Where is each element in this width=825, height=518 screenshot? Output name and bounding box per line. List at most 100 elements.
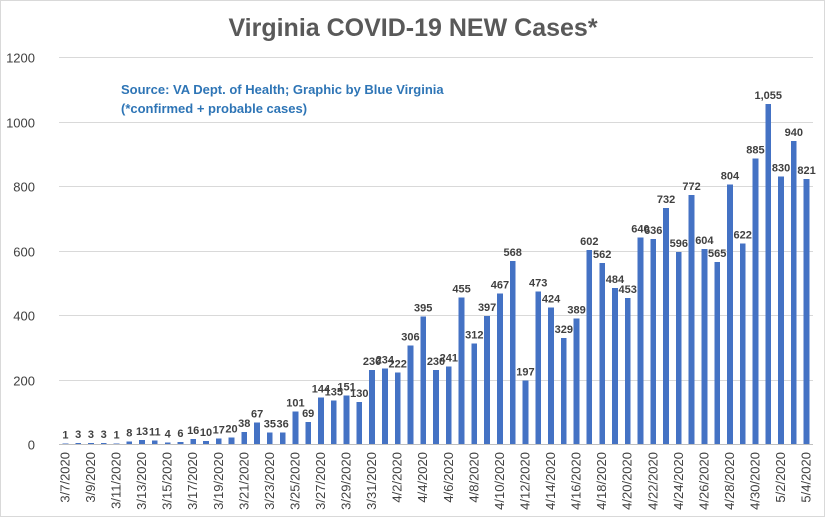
x-tick-label: 5/4/2020 [799,452,814,503]
data-label: 38 [238,418,250,430]
bar [625,298,631,444]
data-label: 732 [657,194,675,206]
bar [778,176,784,444]
bar [535,291,541,444]
data-label: 4 [165,429,172,441]
y-tick-label: 1200 [6,51,35,66]
bar [689,195,695,444]
x-tick-label: 4/20/2020 [620,452,635,510]
data-label: 222 [388,358,406,370]
data-label: 389 [567,305,585,317]
bar [638,238,644,444]
data-label: 885 [746,145,764,157]
x-tick-label: 4/2/2020 [390,452,405,503]
x-tick-label: 3/9/2020 [83,452,98,503]
bar [344,395,350,444]
bar [765,104,771,444]
bar [229,438,235,444]
data-label: 20 [225,424,237,436]
data-label: 1 [62,430,68,442]
cases-note-annotation: (*confirmed + probable cases) [121,101,307,116]
data-label: 130 [350,388,368,400]
bar [280,432,286,444]
bar [139,440,145,444]
bar [612,288,618,444]
bar [216,439,222,444]
bar [740,243,746,444]
data-label: 241 [440,352,458,364]
bar [523,380,529,444]
data-label: 3 [75,429,81,441]
bar [293,411,299,444]
bar [395,372,401,444]
data-label: 3 [88,429,94,441]
x-tick-label: 4/28/2020 [722,452,737,510]
bar [727,185,733,444]
bar [190,439,196,444]
bar [178,442,184,444]
data-label: 804 [721,171,740,183]
bar [714,262,720,444]
bar [484,316,490,444]
bar [203,441,209,444]
data-label: 562 [593,249,611,261]
x-tick-label: 4/22/2020 [645,452,660,510]
data-label: 306 [401,331,419,343]
data-label: 455 [452,283,470,295]
x-tick-label: 3/29/2020 [339,452,354,510]
data-label: 604 [695,235,714,247]
data-label: 467 [491,279,509,291]
bars [63,104,810,444]
data-label: 602 [580,236,598,248]
x-tick-label: 3/7/2020 [57,452,72,503]
data-label: 6 [177,428,183,440]
bar [753,159,759,444]
x-tick-label: 3/13/2020 [134,452,149,510]
y-tick-label: 200 [13,374,35,389]
x-tick-label: 4/12/2020 [517,452,532,510]
y-tick-label: 400 [13,309,35,324]
x-tick-label: 4/10/2020 [492,452,507,510]
data-label: 568 [504,247,522,259]
x-tick-label: 4/18/2020 [594,452,609,510]
x-tick-label: 3/27/2020 [313,452,328,510]
bar [586,250,592,444]
data-label: 312 [465,329,483,341]
bar [561,338,567,444]
bar [446,366,452,444]
bar [650,239,656,444]
source-annotation: Source: VA Dept. of Health; Graphic by B… [121,82,444,97]
bar [318,398,324,444]
bar [471,343,477,444]
x-tick-label: 4/24/2020 [671,452,686,510]
bar [497,293,503,444]
data-label: 69 [302,408,314,420]
data-label: 10 [200,427,212,439]
data-label: 830 [772,162,790,174]
y-tick-label: 600 [13,245,35,260]
bar [663,208,669,444]
x-tick-label: 3/19/2020 [211,452,226,510]
data-label: 17 [213,425,225,437]
bar [101,443,107,444]
data-label: 36 [277,418,289,430]
data-label: 67 [251,408,263,420]
chart-title: Virginia COVID-19 NEW Cases* [228,14,597,42]
bar [165,443,171,444]
bar [510,261,516,444]
data-label: 197 [516,366,534,378]
data-label: 3 [101,429,107,441]
bar [433,370,439,444]
bar [356,402,362,444]
data-label: 565 [708,248,726,260]
y-tick-label: 1000 [6,116,35,131]
data-label: 1,055 [755,90,783,102]
bar [382,369,388,444]
x-tick-label: 3/11/2020 [109,452,124,509]
bar [574,319,580,444]
bar [254,422,260,444]
x-tick-label: 4/4/2020 [415,452,430,503]
data-label: 772 [682,181,700,193]
